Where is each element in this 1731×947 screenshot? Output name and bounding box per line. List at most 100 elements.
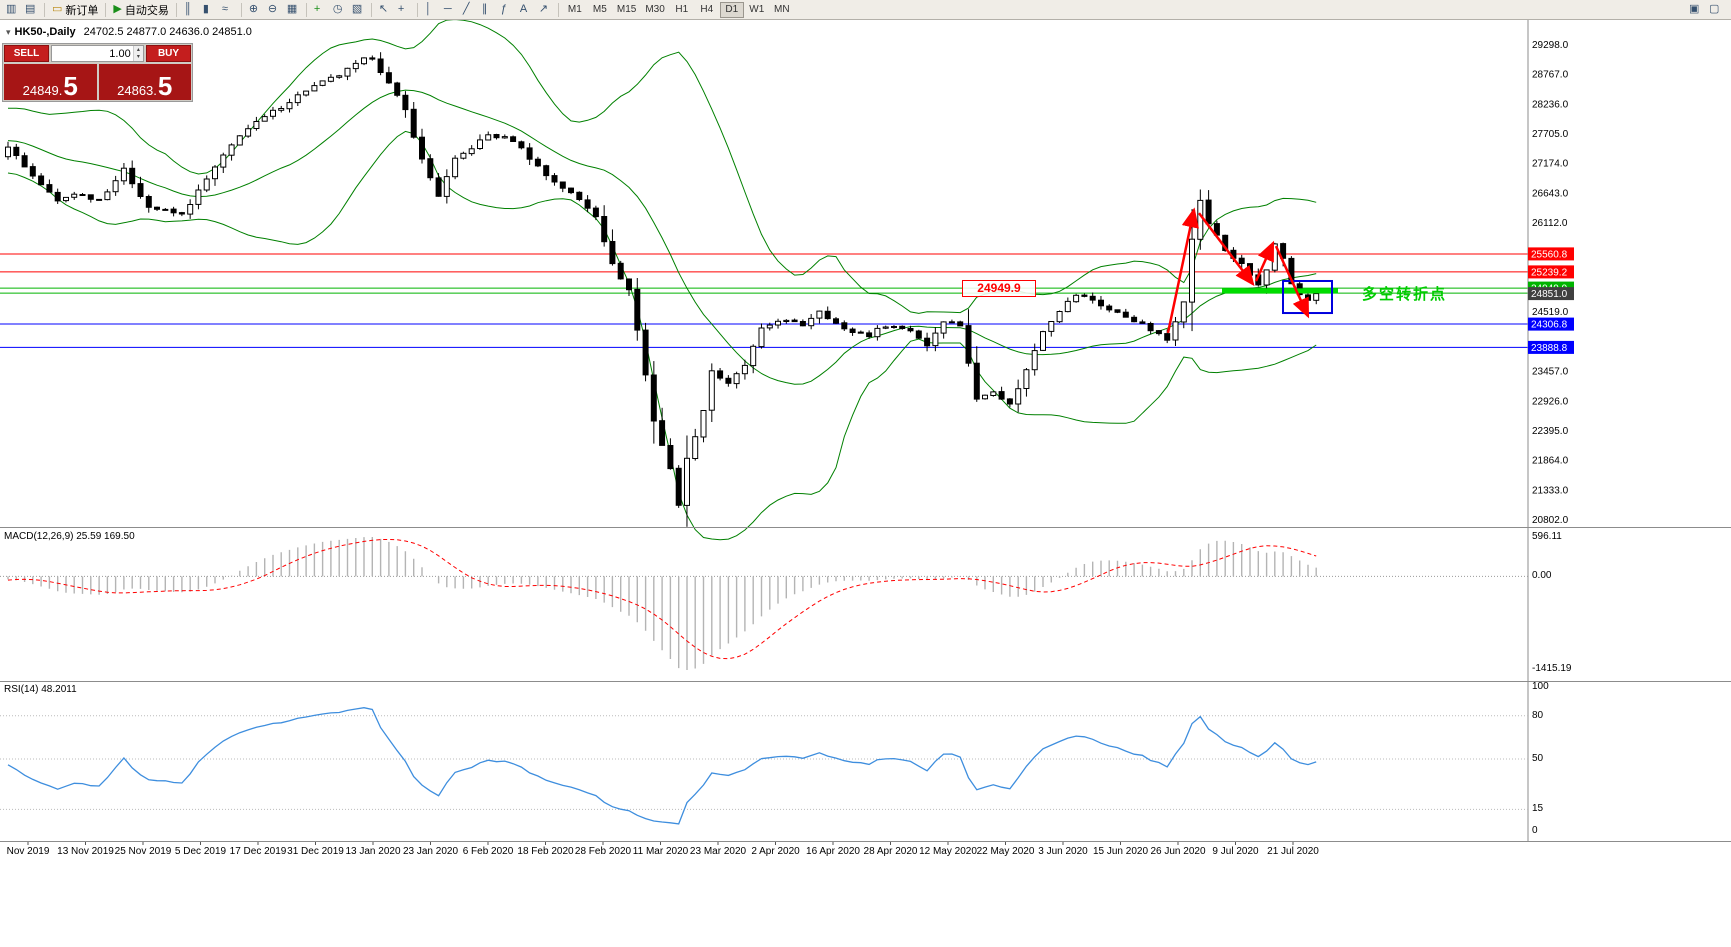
svg-text:26643.0: 26643.0 [1532, 188, 1569, 199]
timeframe-m1-button[interactable]: M1 [563, 2, 587, 18]
svg-text:26112.0: 26112.0 [1532, 218, 1568, 229]
svg-text:18 Feb 2020: 18 Feb 2020 [517, 846, 574, 857]
print-button[interactable]: ▣ [1686, 1, 1704, 19]
candlestick-chart-button[interactable]: ▮ [200, 1, 218, 19]
timeframe-d1-button[interactable]: D1 [719, 1, 744, 18]
svg-text:6 Feb 2020: 6 Feb 2020 [463, 846, 514, 857]
toolbar-left-group: ▥ ▤ ▭ 新订单 ▶ 自动交易 ║ ▮ ≈ ⊕ ⊖ ▦ + ◷ ▧ ↖ + │ ─ ╱ ∥ ƒ A ↗ M1 M5 M15 M30 H… [3, 1, 794, 19]
macd-signal-line [7, 538, 1317, 660]
timeframe-mn-button[interactable]: MN [770, 2, 794, 18]
trendline-button[interactable]: ╱ [460, 1, 478, 19]
macd-histogram [7, 537, 1317, 670]
sell-button[interactable]: SELL [4, 45, 49, 62]
timeframe-m30-button[interactable]: M30 [641, 2, 668, 18]
vertical-line-button[interactable]: │ [422, 1, 440, 19]
svg-text:16 Apr 2020: 16 Apr 2020 [806, 846, 860, 857]
macd-scale-max: 596.11 [1532, 531, 1562, 542]
timeframe-w1-button[interactable]: W1 [745, 2, 769, 18]
svg-text:23 Mar 2020: 23 Mar 2020 [690, 846, 747, 857]
templates-button[interactable]: ▧ [349, 1, 367, 19]
new-order-icon: ▭ [52, 3, 63, 15]
buy-button[interactable]: BUY [146, 45, 191, 62]
svg-text:22 May 2020: 22 May 2020 [977, 846, 1035, 857]
toolbar-separator [175, 2, 177, 17]
text-button[interactable]: A [517, 1, 535, 19]
drawn-annotations[interactable] [1166, 207, 1338, 334]
channel-button[interactable]: ∥ [479, 1, 497, 19]
add-indicator-icon: + [313, 3, 321, 15]
tile-windows-button[interactable]: ▦ [284, 1, 302, 19]
time-scale[interactable]: Nov 2019 13 Nov 2019 25 Nov 2019 5 Dec 2019… [7, 842, 1320, 857]
symbol-name: HK50-,Daily [14, 26, 76, 38]
text-icon: A [519, 3, 528, 15]
fibonacci-button[interactable]: ƒ [498, 1, 516, 19]
price-scale[interactable]: 29298.0 28767.0 28236.0 27705.0 27174.0 26643… [1528, 40, 1574, 526]
toolbar-separator [557, 2, 559, 17]
svg-text:13 Jan 2020: 13 Jan 2020 [345, 846, 400, 857]
toolbar-separator [305, 2, 307, 17]
new-order-button[interactable]: ▭ 新订单 [49, 1, 101, 19]
chart-symbol-title: ▾ HK50-,Daily 24702.5 24877.0 24636.0 2485… [6, 26, 252, 38]
rsi-pane [0, 707, 1528, 825]
svg-text:25560.8: 25560.8 [1531, 249, 1568, 260]
profiles-button[interactable]: ▤ [22, 1, 40, 19]
rsi-level-80: 80 [1532, 710, 1544, 721]
svg-text:29298.0: 29298.0 [1532, 40, 1569, 51]
svg-text:9 Jul 2020: 9 Jul 2020 [1212, 846, 1259, 857]
print-icon: ▣ [1689, 3, 1700, 15]
svg-text:3 Jun 2020: 3 Jun 2020 [1038, 846, 1088, 857]
svg-text:Nov 2019: Nov 2019 [7, 846, 50, 857]
bar-chart-button[interactable]: ║ [181, 1, 199, 19]
zoom-in-button[interactable]: ⊕ [246, 1, 264, 19]
timeframe-h4-button[interactable]: H4 [695, 2, 719, 18]
svg-text:28767.0: 28767.0 [1532, 70, 1569, 81]
svg-text:24851.0: 24851.0 [1531, 289, 1568, 300]
charts-window-button[interactable]: ▥ [3, 1, 21, 19]
svg-text:23888.8: 23888.8 [1531, 343, 1568, 354]
zoom-out-button[interactable]: ⊖ [265, 1, 283, 19]
arrows-button[interactable]: ↗ [536, 1, 554, 19]
svg-text:31 Dec 2019: 31 Dec 2019 [287, 846, 344, 857]
channel-icon: ∥ [481, 3, 488, 15]
svg-text:13 Nov 2019: 13 Nov 2019 [57, 846, 114, 857]
sell-price-display[interactable]: 24849. 5 [4, 64, 97, 100]
volume-spinner: ▴ ▾ [132, 46, 143, 61]
fibonacci-icon: ƒ [500, 3, 507, 15]
macd-pane [0, 537, 1528, 670]
templates-icon: ▧ [351, 3, 363, 15]
svg-text:17 Dec 2019: 17 Dec 2019 [230, 846, 287, 857]
svg-text:22926.0: 22926.0 [1532, 396, 1569, 407]
periods-button[interactable]: ◷ [330, 1, 348, 19]
volume-down-arrow-icon[interactable]: ▾ [136, 53, 140, 60]
price-level-callout[interactable]: 24949.9 [962, 280, 1036, 297]
horizontal-line-button[interactable]: ─ [441, 1, 459, 19]
timeframe-m15-button[interactable]: M15 [613, 2, 640, 18]
zoom-in-icon: ⊕ [248, 3, 259, 15]
red-trend-arrow [1198, 212, 1255, 287]
bull-bear-turning-point-note[interactable]: 多空转折点 [1362, 286, 1448, 303]
volume-input[interactable] [52, 46, 133, 61]
tile-windows-icon: ▦ [286, 3, 298, 15]
arrows-icon: ↗ [538, 3, 549, 15]
pane-separators[interactable] [0, 20, 1731, 842]
svg-text:27705.0: 27705.0 [1532, 129, 1569, 140]
bar-chart-icon: ║ [183, 3, 192, 15]
autotrading-button[interactable]: ▶ 自动交易 [110, 1, 171, 19]
cursor-button[interactable]: ↖ [376, 1, 394, 19]
line-chart-button[interactable]: ≈ [219, 1, 237, 19]
volume-stepper[interactable]: ▴ ▾ [51, 45, 144, 62]
crosshair-button[interactable]: + [395, 1, 413, 19]
window-arrange-button[interactable]: ▢ [1706, 1, 1724, 19]
profiles-icon: ▤ [25, 3, 36, 15]
chart-menu-icon[interactable]: ▾ [6, 27, 11, 37]
periods-icon: ◷ [332, 3, 343, 15]
svg-text:2 Apr 2020: 2 Apr 2020 [751, 846, 800, 857]
buy-price-display[interactable]: 24863. 5 [98, 64, 191, 100]
svg-text:22395.0: 22395.0 [1532, 426, 1569, 437]
timeframe-m5-button[interactable]: M5 [588, 2, 612, 18]
zoom-out-icon: ⊖ [267, 3, 278, 15]
timeframe-h1-button[interactable]: H1 [670, 2, 694, 18]
volume-up-arrow-icon[interactable]: ▴ [136, 46, 140, 53]
add-indicator-button[interactable]: + [311, 1, 329, 19]
